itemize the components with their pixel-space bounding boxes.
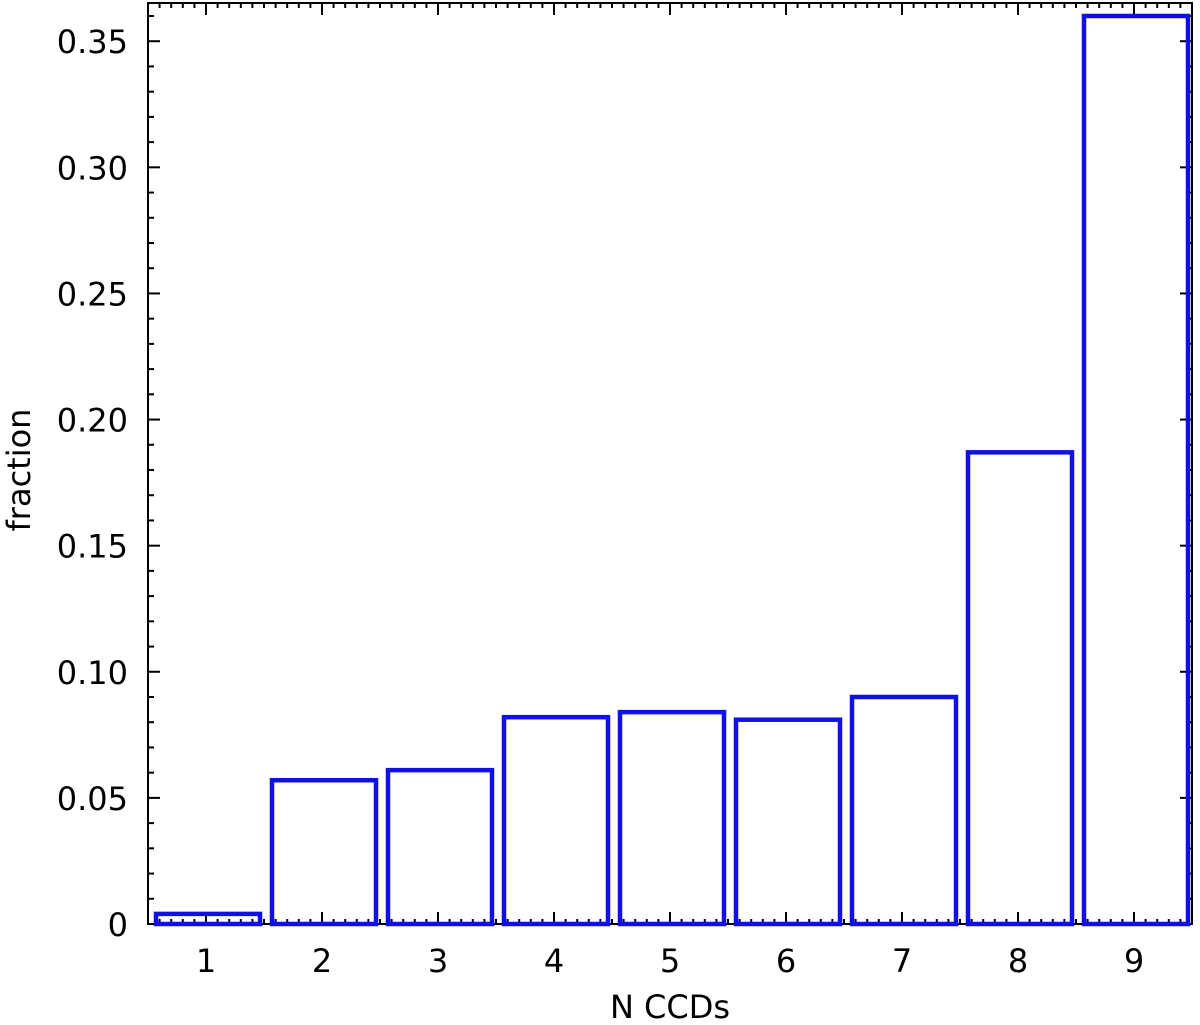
x-axis-label: N CCDs bbox=[610, 988, 730, 1025]
y-tick-label: 0.20 bbox=[57, 402, 128, 440]
y-tick-label: 0.05 bbox=[57, 780, 128, 818]
x-tick-labels: 1 2 3 4 5 6 7 8 9 bbox=[196, 942, 1144, 980]
y-tick-label: 0.35 bbox=[57, 23, 128, 61]
x-tick-label: 8 bbox=[1008, 942, 1028, 980]
bar-5 bbox=[617, 709, 727, 927]
x-tick-label: 9 bbox=[1124, 942, 1144, 980]
y-tick-label: 0 bbox=[108, 906, 128, 944]
x-tick-label: 6 bbox=[776, 942, 796, 980]
bar-6 bbox=[733, 717, 843, 927]
x-tick-label: 2 bbox=[312, 942, 332, 980]
x-tick-label: 4 bbox=[544, 942, 564, 980]
y-tick-label: 0.15 bbox=[57, 528, 128, 566]
bar-2 bbox=[269, 777, 379, 927]
bar-9 bbox=[1081, 13, 1191, 927]
bar-3 bbox=[385, 767, 495, 927]
y-tick-label: 0.10 bbox=[57, 654, 128, 692]
y-tick-label: 0.25 bbox=[57, 275, 128, 313]
axis-ticks bbox=[147, 3, 1193, 925]
bar-4 bbox=[501, 714, 611, 927]
y-tick-label: 0.30 bbox=[57, 149, 128, 187]
x-tick-label: 1 bbox=[196, 942, 216, 980]
x-tick-label: 3 bbox=[428, 942, 448, 980]
x-tick-label: 7 bbox=[892, 942, 912, 980]
bar-group bbox=[153, 13, 1191, 927]
plot-area-frame bbox=[147, 2, 1193, 925]
y-tick-labels: 0 0.05 0.10 0.15 0.20 0.25 0.30 0.35 bbox=[57, 23, 128, 944]
bar-1 bbox=[153, 911, 263, 927]
y-axis-label: fraction bbox=[0, 409, 38, 532]
bar-8 bbox=[965, 450, 1075, 927]
bar-7 bbox=[849, 694, 959, 927]
x-tick-label: 5 bbox=[660, 942, 680, 980]
